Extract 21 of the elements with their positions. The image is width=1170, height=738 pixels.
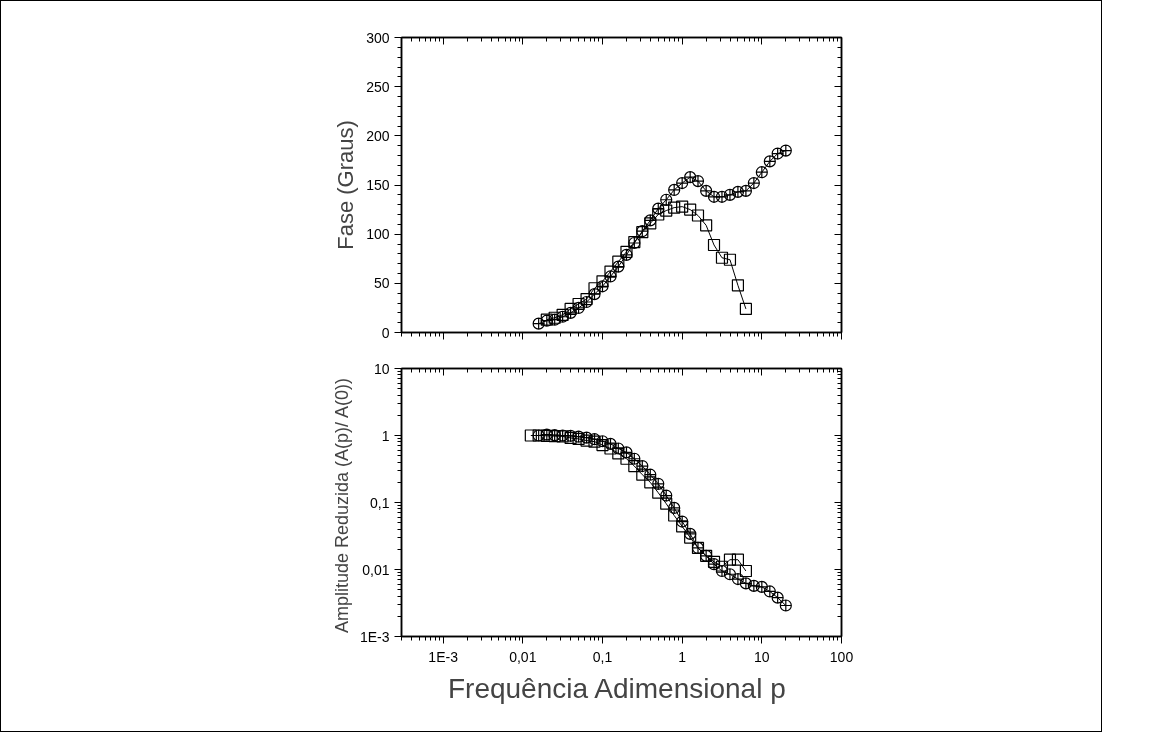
x-axis-title: Frequência Adimensional p bbox=[447, 672, 786, 704]
y-tick-label: 200 bbox=[366, 127, 390, 144]
x-tick-label: 1E-3 bbox=[428, 648, 459, 665]
y-tick-label: 100 bbox=[366, 226, 390, 243]
x-tick-label: 1 bbox=[678, 648, 687, 665]
y-tick-label: 1 bbox=[381, 427, 390, 444]
x-tick-label: 0,1 bbox=[592, 648, 613, 665]
y-tick-label: 50 bbox=[373, 275, 390, 292]
y-tick-label: 0,1 bbox=[370, 494, 390, 511]
x-tick-label: 10 bbox=[754, 648, 770, 665]
y-tick-label: 1E-3 bbox=[359, 628, 390, 645]
y-tick-label: 0 bbox=[381, 324, 390, 341]
y-tick-label: 10 bbox=[373, 360, 390, 377]
y-tick-label: 250 bbox=[366, 78, 390, 95]
y-axis-title: Fase (Graus) bbox=[333, 120, 359, 250]
y-tick-label: 300 bbox=[366, 29, 390, 46]
y-tick-label: 0,01 bbox=[362, 561, 390, 578]
x-tick-label: 0,01 bbox=[509, 648, 537, 665]
x-tick-label: 100 bbox=[829, 648, 854, 665]
y-tick-label: 150 bbox=[366, 177, 390, 193]
y-axis-title: Amplitude Reduzida (A(p)/ A(0)) bbox=[331, 377, 352, 634]
